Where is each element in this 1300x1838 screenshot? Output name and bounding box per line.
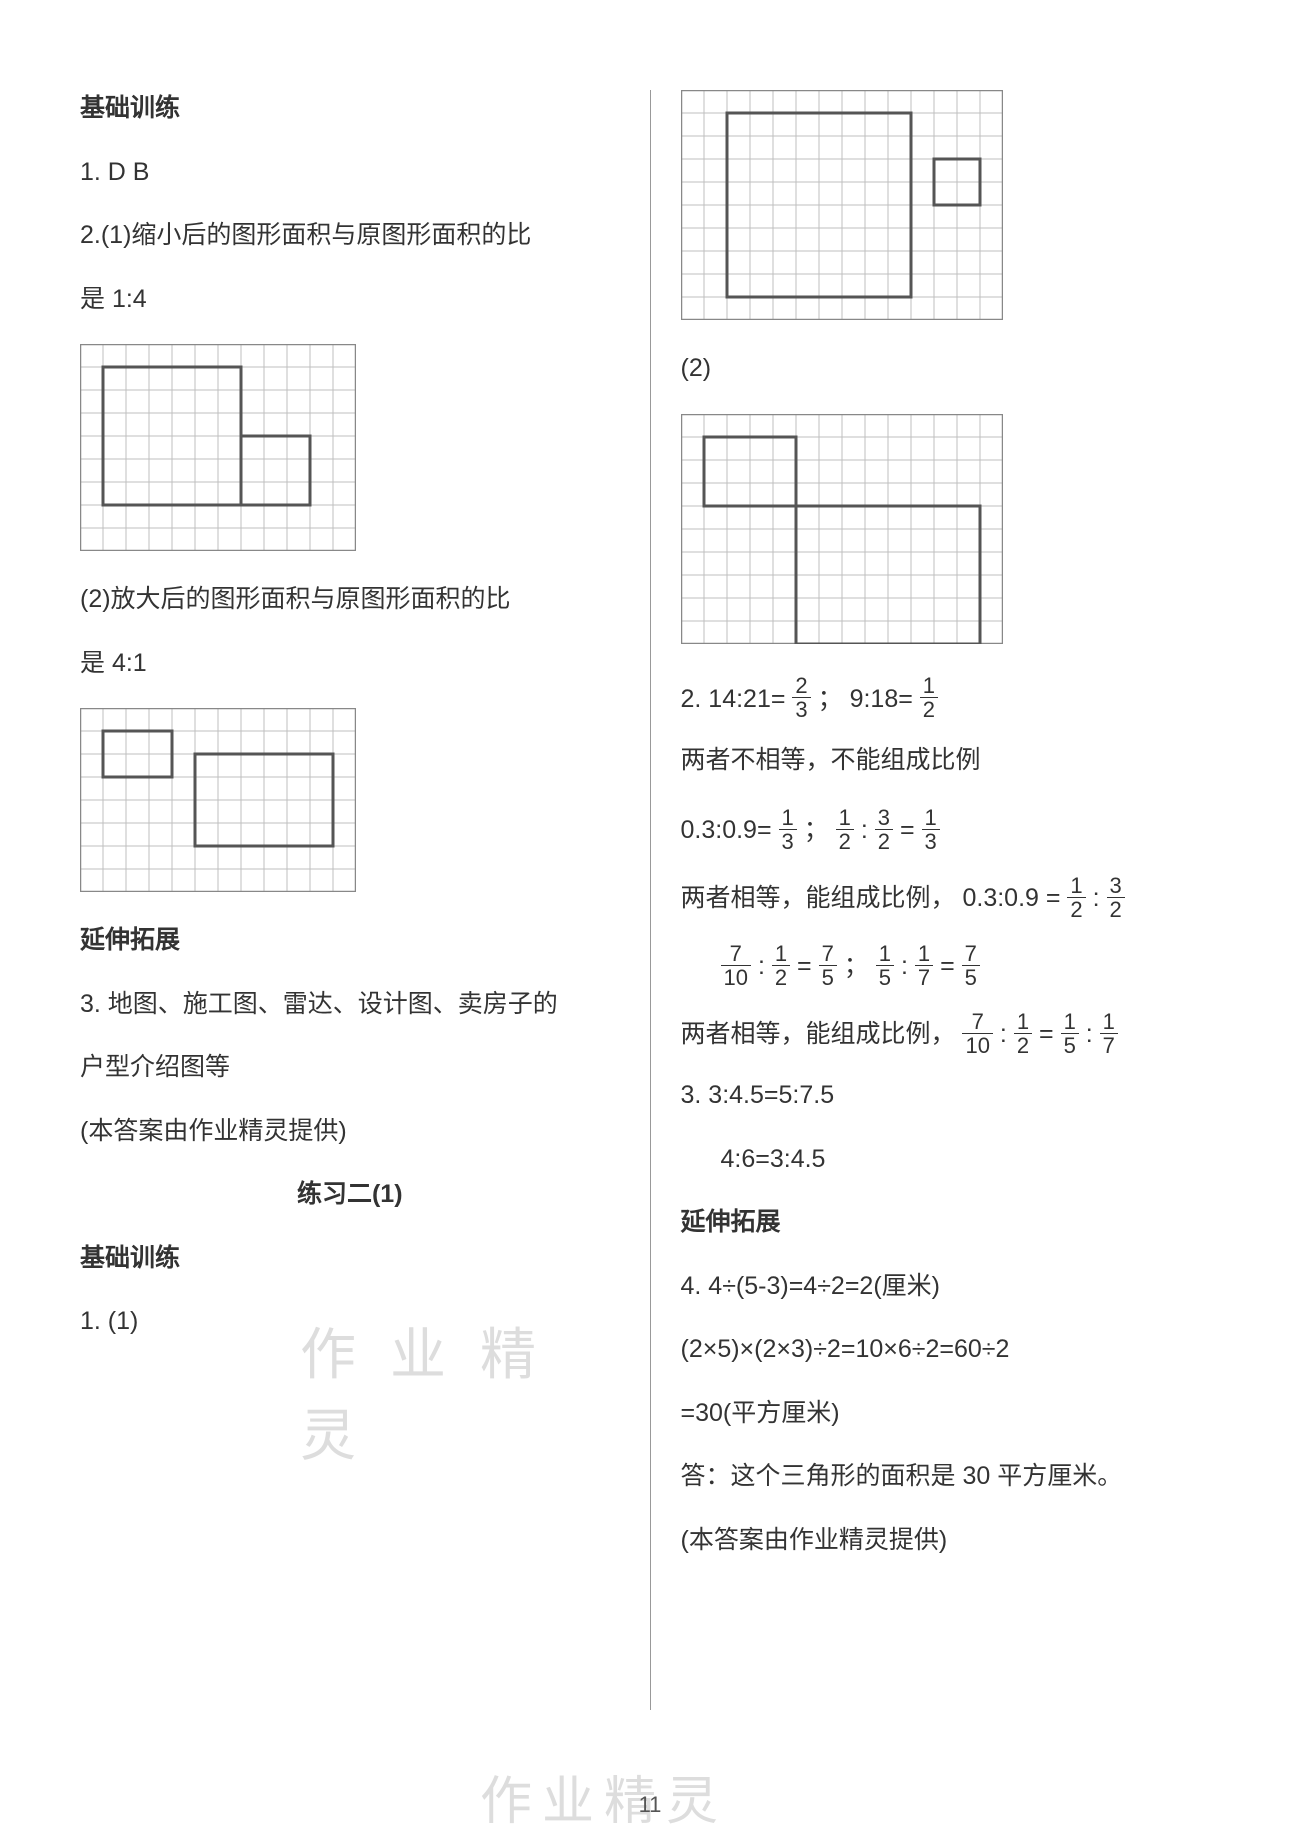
- m1-pre: 2. 14:21=: [681, 685, 786, 713]
- q4-1: 4. 4÷(5-3)=4÷2=2(厘米): [681, 1268, 1221, 1306]
- left-column: 基础训练 1. D B 2.(1)缩小后的图形面积与原图形面积的比 是 1:4 …: [80, 90, 620, 1710]
- q2-1-b: 是 1:4: [80, 281, 620, 319]
- frac-1-7-b: 17: [1100, 1010, 1118, 1057]
- m3-colon: :: [861, 816, 868, 844]
- m3-sep: ；: [804, 816, 836, 844]
- m5-c1: :: [758, 952, 765, 980]
- grid-2-wrap: [80, 708, 620, 892]
- m4-colon: :: [1093, 884, 1100, 912]
- grid-3-wrap: [681, 90, 1221, 320]
- m3-eq: =: [900, 816, 915, 844]
- m6-c1: :: [1000, 1020, 1007, 1048]
- frac-1-2-a: 12: [920, 674, 938, 721]
- frac-7-10-b: 710: [962, 1010, 992, 1057]
- math-line-1: 2. 14:21= 23 ； 9:18= 12: [681, 674, 1221, 724]
- heading-ext-left: 延伸拓展: [80, 922, 620, 960]
- m5-eq1: =: [797, 952, 819, 980]
- grid-2: [80, 708, 356, 892]
- m4-pre: 两者相等，能组成比例，: [681, 884, 956, 912]
- heading-ext-right: 延伸拓展: [681, 1204, 1221, 1242]
- frac-1-2-c: 12: [1067, 874, 1085, 921]
- frac-1-2-d: 12: [772, 942, 790, 989]
- m6-pre: 两者相等，能组成比例，: [681, 1020, 956, 1048]
- q1-b: 1. (1): [80, 1303, 620, 1341]
- frac-3-2-b: 32: [1107, 874, 1125, 921]
- column-divider: [650, 90, 651, 1710]
- frac-1-3-a: 13: [779, 806, 797, 853]
- watermark-2: 作业精灵: [480, 1759, 728, 1834]
- frac-2-3: 23: [792, 674, 810, 721]
- frac-1-7-a: 17: [915, 942, 933, 989]
- grid-1: [80, 344, 356, 551]
- math-line-3: 0.3:0.9= 13 ； 12 : 32 = 13: [681, 805, 1221, 855]
- frac-1-5-b: 15: [1061, 1010, 1079, 1057]
- frac-7-5-a: 75: [819, 942, 837, 989]
- m6-c2: :: [1086, 1020, 1093, 1048]
- q3-a: 3. 地图、施工图、雷达、设计图、卖房子的: [80, 986, 620, 1024]
- heading-basic-left-2: 基础训练: [80, 1240, 620, 1278]
- frac-1-2-e: 12: [1014, 1010, 1032, 1057]
- label-2: (2): [681, 350, 1221, 388]
- right-column: (2) 2. 14:21= 23 ； 9:18= 12 两者不相等，不能组成比例…: [681, 90, 1221, 1710]
- frac-1-2-b: 12: [836, 806, 854, 853]
- q3-1: 3. 3:4.5=5:7.5: [681, 1077, 1221, 1115]
- q4-answer: 答：这个三角形的面积是 30 平方厘米。: [681, 1458, 1221, 1496]
- grid-1-wrap: [80, 344, 620, 551]
- credit-left: (本答案由作业精灵提供): [80, 1113, 620, 1151]
- math-line-6: 两者相等，能组成比例， 710 : 12 = 15 : 17: [681, 1009, 1221, 1059]
- frac-3-2-a: 32: [875, 806, 893, 853]
- grid-3: [681, 90, 1003, 320]
- q1-left: 1. D B: [80, 154, 620, 192]
- q3-2: 4:6=3:4.5: [681, 1141, 1221, 1179]
- m1-mid: ； 9:18=: [818, 685, 913, 713]
- page-number: 11: [639, 1792, 662, 1818]
- q2-1-a: 2.(1)缩小后的图形面积与原图形面积的比: [80, 217, 620, 255]
- math-line-2: 两者不相等，不能组成比例: [681, 742, 1221, 780]
- q2-2-b: 是 4:1: [80, 645, 620, 683]
- q3-b: 户型介绍图等: [80, 1049, 620, 1087]
- q4-2: (2×5)×(2×3)÷2=10×6÷2=60÷2: [681, 1331, 1221, 1369]
- m5-sep: ；: [844, 952, 876, 980]
- frac-7-10-a: 710: [721, 942, 751, 989]
- m6-eq: =: [1039, 1020, 1061, 1048]
- frac-7-5-b: 75: [962, 942, 980, 989]
- credit-right: (本答案由作业精灵提供): [681, 1522, 1221, 1560]
- m4-expr: 0.3:0.9 =: [962, 884, 1067, 912]
- q2-2-a: (2)放大后的图形面积与原图形面积的比: [80, 581, 620, 619]
- grid-4: [681, 414, 1003, 644]
- m5-eq2: =: [940, 952, 962, 980]
- frac-1-3-b: 13: [922, 806, 940, 853]
- frac-1-5-a: 15: [876, 942, 894, 989]
- heading-basic-left: 基础训练: [80, 90, 620, 128]
- subheading-ex2: 练习二(1): [80, 1176, 620, 1214]
- q4-3: =30(平方厘米): [681, 1395, 1221, 1433]
- grid-4-wrap: [681, 414, 1221, 644]
- m5-c2: :: [901, 952, 908, 980]
- m3-pre: 0.3:0.9=: [681, 816, 772, 844]
- math-line-4: 两者相等，能组成比例， 0.3:0.9 = 12 : 32: [681, 873, 1221, 923]
- math-line-5: 710 : 12 = 75 ； 15 : 17 = 75: [681, 941, 1221, 991]
